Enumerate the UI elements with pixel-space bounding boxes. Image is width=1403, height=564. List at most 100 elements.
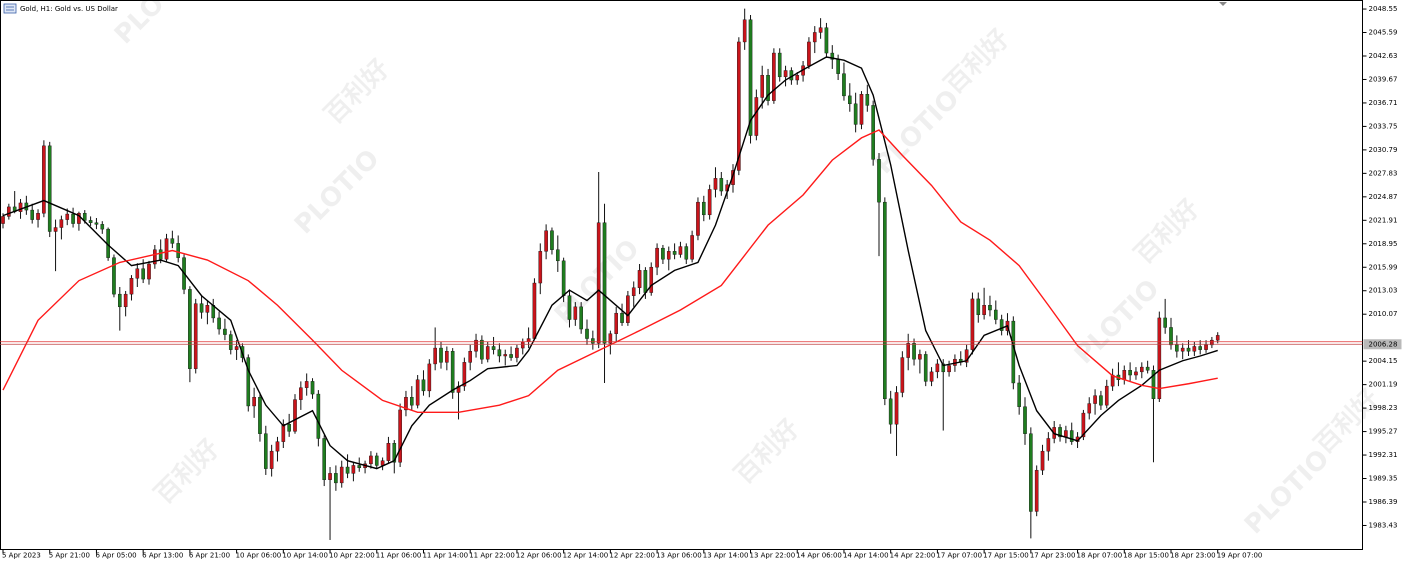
y-tick-label: 2048.55	[1369, 5, 1398, 13]
candle-body	[158, 249, 163, 260]
x-tick-label: 12 Apr 14:00	[563, 552, 609, 560]
candle-body	[100, 224, 105, 230]
candle-body	[1169, 327, 1173, 346]
candle-body	[1139, 366, 1144, 373]
candle-body	[556, 249, 560, 262]
candle-body	[807, 41, 811, 66]
moving-average	[2, 129, 1218, 413]
candle-body	[7, 206, 11, 217]
candle-body	[293, 399, 297, 432]
candle-body	[153, 249, 157, 265]
candle-body	[404, 397, 408, 411]
candle-body	[1175, 344, 1179, 352]
candle-body	[193, 303, 198, 369]
candle-body	[935, 363, 940, 373]
candle-body	[655, 247, 659, 268]
candle-body	[275, 441, 280, 452]
candle-body	[608, 333, 613, 344]
candle-body	[830, 52, 835, 60]
candle-body	[71, 213, 75, 224]
candle-body	[824, 27, 829, 54]
candle-body	[777, 52, 782, 78]
y-tick-label: 2021.91	[1369, 216, 1398, 224]
y-tick-label: 2030.79	[1369, 146, 1398, 154]
y-tick-label: 2039.67	[1369, 75, 1398, 83]
candle-body	[923, 354, 928, 382]
candle-body	[310, 381, 315, 395]
candle-body	[345, 466, 350, 474]
y-tick-label: 2042.63	[1369, 52, 1398, 60]
x-tick-label: 5 Apr 2023	[2, 552, 41, 560]
candle-body	[374, 455, 379, 466]
candle-body	[445, 351, 449, 363]
y-tick-label: 1998.23	[1369, 404, 1398, 412]
x-tick-label: 17 Apr 23:00	[1030, 552, 1076, 560]
candle-body	[544, 230, 548, 252]
candle-body	[480, 339, 484, 360]
candle-body	[982, 305, 986, 315]
x-tick-label: 11 Apr 06:00	[376, 552, 422, 560]
candle-body	[369, 455, 373, 465]
candle-body	[386, 443, 391, 461]
candle-body	[205, 305, 210, 313]
candle-body	[299, 387, 303, 400]
candle-body	[783, 70, 788, 78]
candle-body	[36, 213, 40, 220]
candle-body	[672, 251, 677, 255]
candle-body	[567, 295, 572, 320]
candle-body	[170, 238, 175, 244]
candle-body	[1093, 395, 1097, 404]
y-tick-label: 2027.83	[1369, 169, 1398, 177]
candle-body	[661, 247, 665, 260]
candle-body	[988, 305, 992, 311]
candle-body	[520, 341, 525, 349]
y-tick-label: 2036.71	[1369, 99, 1398, 107]
candle-body	[941, 363, 946, 373]
x-tick-label: 14 Apr 22:00	[890, 552, 936, 560]
candle-body	[731, 170, 735, 185]
candle-body	[88, 220, 93, 223]
x-tick-label: 10 Apr 14:00	[282, 552, 328, 560]
candle-body	[532, 282, 537, 339]
candle-body	[620, 312, 624, 323]
y-tick-label: 2024.87	[1369, 193, 1398, 201]
candle-body	[894, 392, 899, 425]
candle-body	[515, 347, 519, 358]
x-tick-label: 11 Apr 22:00	[469, 552, 515, 560]
y-tick-label: 2015.99	[1369, 263, 1398, 271]
y-tick-label: 2033.75	[1369, 122, 1398, 130]
candle-body	[1210, 339, 1214, 346]
candle-body	[766, 75, 770, 101]
candle-body	[410, 397, 414, 406]
candle-body	[888, 398, 893, 425]
candle-body	[176, 243, 181, 258]
candle-body	[304, 381, 309, 388]
x-tick-label: 19 Apr 07:00	[1217, 552, 1263, 560]
candle-body	[223, 328, 227, 335]
candle-body	[491, 346, 496, 350]
candle-body	[742, 19, 747, 43]
candle-body	[1034, 469, 1039, 512]
candle-body	[631, 287, 636, 296]
candle-body	[18, 202, 23, 212]
candle-body	[112, 257, 116, 295]
candle-body	[719, 178, 724, 192]
candle-body	[281, 423, 286, 442]
y-tick-label: 2045.59	[1369, 29, 1398, 37]
candle-body	[141, 268, 145, 280]
candle-body	[1151, 370, 1156, 400]
candle-body	[818, 27, 823, 33]
candle-body	[462, 362, 467, 387]
candle-body	[865, 94, 870, 106]
candle-body	[1011, 320, 1016, 384]
candle-body	[702, 201, 706, 216]
candle-body	[853, 103, 858, 125]
candle-body	[760, 75, 764, 98]
candle-body	[287, 423, 291, 432]
price-label-box	[1363, 339, 1402, 350]
candle-body	[433, 347, 437, 365]
candle-body	[316, 393, 321, 439]
x-tick-label: 6 Apr 05:00	[95, 552, 136, 560]
candle-body	[1145, 366, 1150, 371]
